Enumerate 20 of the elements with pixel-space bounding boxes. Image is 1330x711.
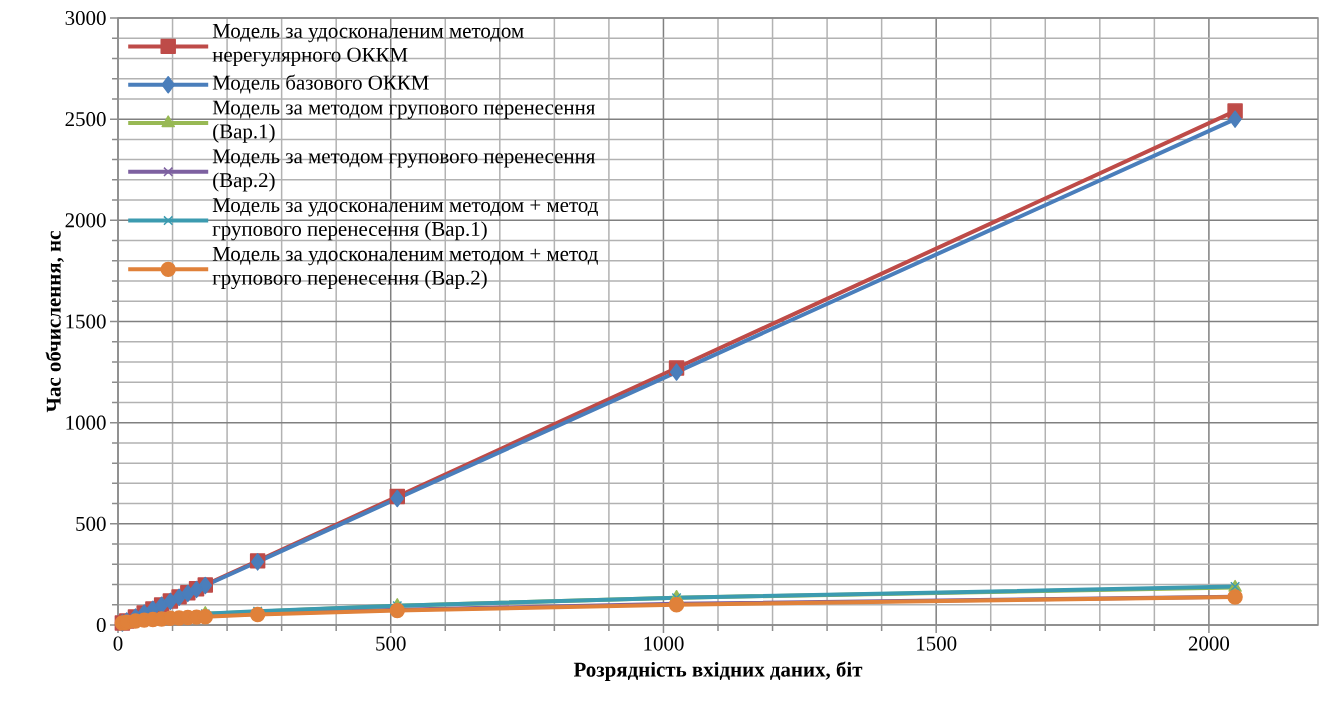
- x-tick-label: 1500: [917, 636, 957, 651]
- legend-label: Модель за удосконаленим методом + метод групового перенесення (Вар.2): [212, 246, 598, 290]
- x-tick-label: 0: [113, 636, 123, 651]
- y-tick-label: 2000: [65, 213, 106, 228]
- y-tick-label: 0: [96, 617, 106, 633]
- legend-label: Модель за методом групового перенесення (Вар.1): [212, 100, 596, 143]
- y-tick-label: 500: [76, 516, 106, 531]
- y-axis-title: Час обчислення, нс: [45, 231, 64, 413]
- x-tick-label: 500: [376, 636, 406, 651]
- legend-label: Модель за удосконаленим методом нерегулярного ОККМ: [212, 24, 524, 67]
- x-tick-label: 1000: [644, 636, 684, 651]
- x-tick-label: 2000: [1188, 636, 1230, 651]
- y-tick-label: 3000: [65, 10, 106, 26]
- y-tick-label: 1000: [66, 415, 106, 430]
- legend-label: Модель базового ОККМ: [212, 74, 429, 94]
- legend-label: Модель за методом групового перенесення (Вар.2): [212, 149, 596, 192]
- legend-label: Модель за удосконаленим методом + метод групового перенесення (Вар.1): [212, 198, 598, 241]
- y-tick-label: 1500: [66, 314, 106, 329]
- y-tick-label: 2500: [65, 112, 106, 127]
- x-axis-title: Розрядність вхідних даних, біт: [573, 661, 863, 681]
